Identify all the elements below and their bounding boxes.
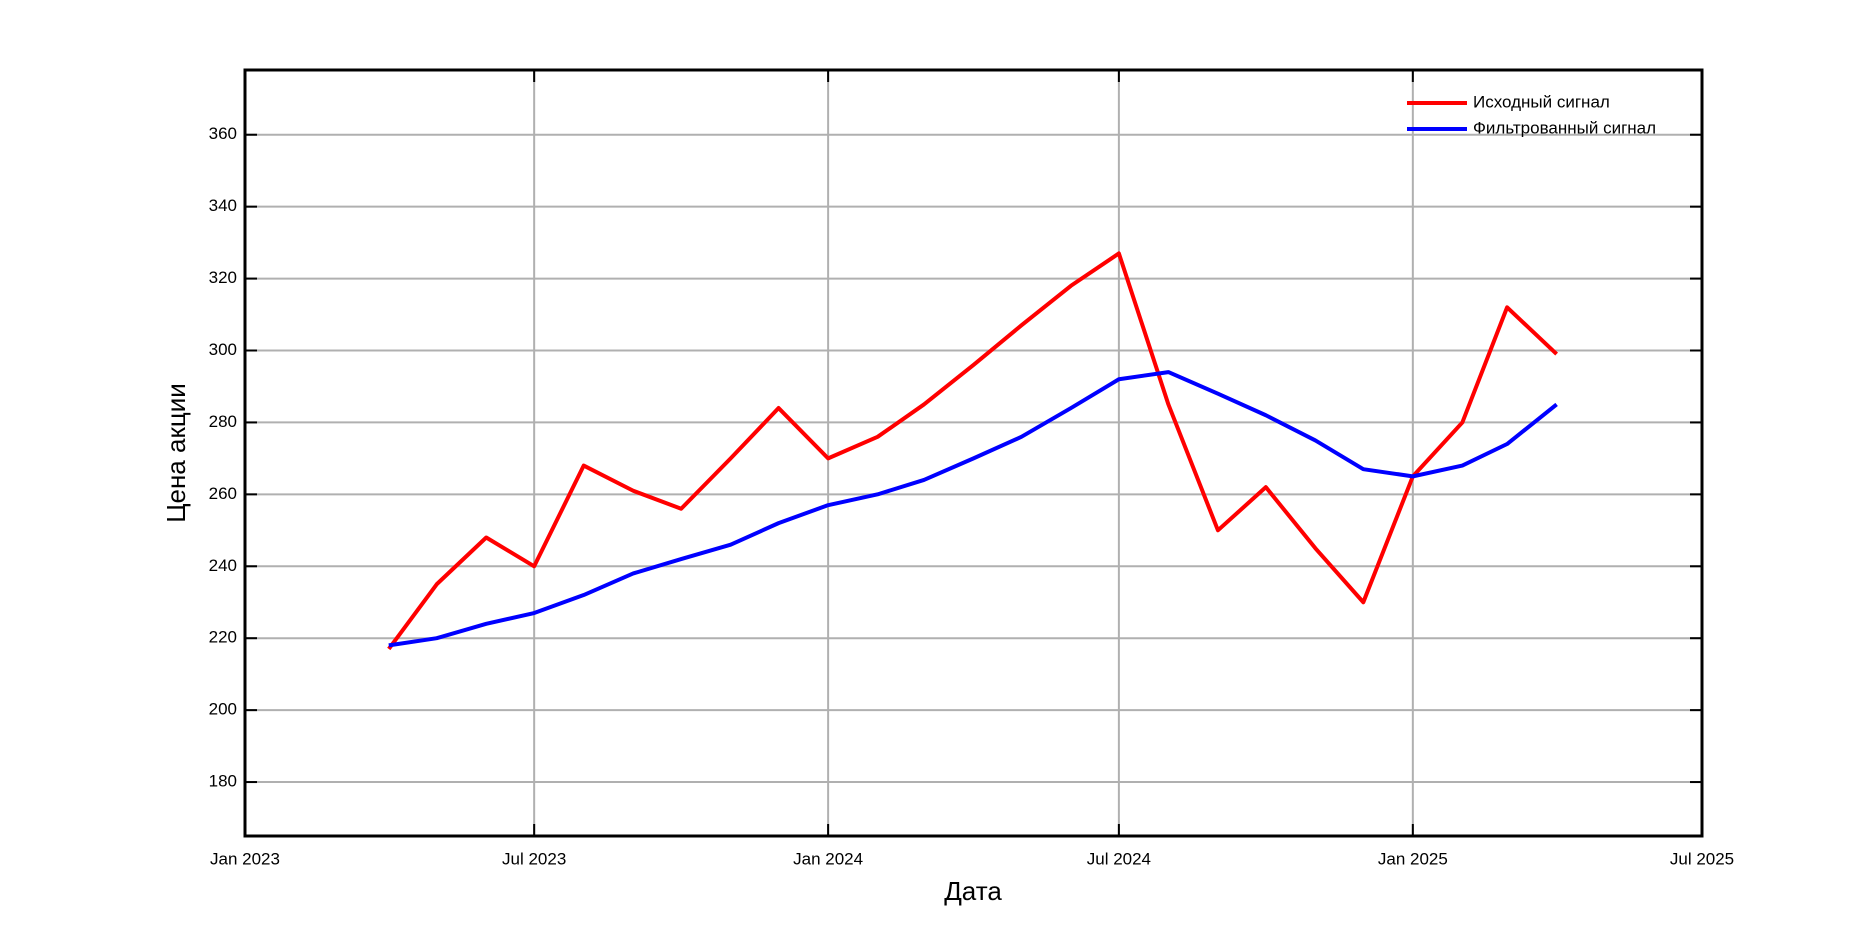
y-tick-label: 220 <box>209 628 237 647</box>
series-line <box>388 370 1558 648</box>
legend-label: Фильтрованный сигнал <box>1473 118 1656 137</box>
x-axis-label: Дата <box>944 876 1002 906</box>
y-tick-label: 280 <box>209 412 237 431</box>
y-tick-label: 180 <box>209 772 237 791</box>
x-tick-label: Jul 2025 <box>1670 849 1734 868</box>
plot-frame <box>243 68 1704 838</box>
series-line <box>387 251 1558 651</box>
y-axis-label: Цена акции <box>161 383 191 523</box>
x-tick-label: Jul 2024 <box>1087 849 1151 868</box>
y-tick-label: 240 <box>209 556 237 575</box>
y-tick-label: 260 <box>209 484 237 503</box>
y-tick-label: 300 <box>209 340 237 359</box>
x-tick-label: Jan 2024 <box>793 849 863 868</box>
x-tick-label: Jan 2023 <box>210 849 280 868</box>
x-tick-label: Jan 2025 <box>1378 849 1448 868</box>
y-tick-label: 320 <box>209 268 237 287</box>
y-tick-label: 200 <box>209 700 237 719</box>
y-tick-label: 340 <box>209 196 237 215</box>
y-tick-label: 360 <box>209 124 237 143</box>
legend-label: Исходный сигнал <box>1473 92 1610 111</box>
x-tick-label: Jul 2023 <box>502 849 566 868</box>
